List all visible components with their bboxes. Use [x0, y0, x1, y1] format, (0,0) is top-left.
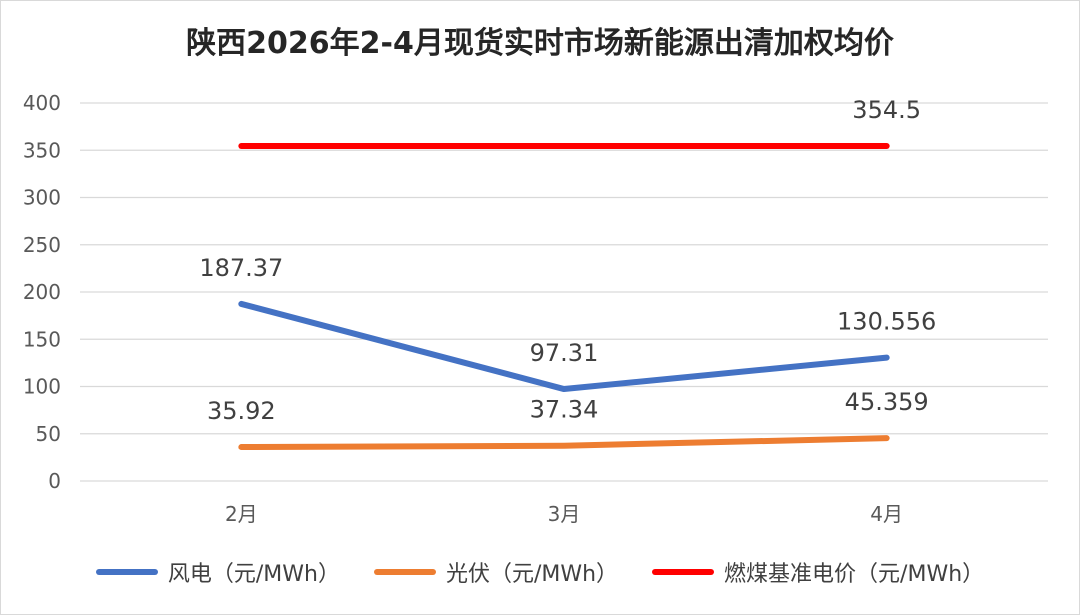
legend-swatch-solar [373, 569, 436, 575]
data-label-wind: 97.31 [530, 339, 599, 367]
y-tick-label: 250 [23, 233, 61, 257]
y-tick-label: 150 [23, 327, 61, 351]
legend-label-wind: 风电（元/MWh） [167, 562, 340, 587]
legend: 风电（元/MWh） 光伏（元/MWh） 燃煤基准电价（元/MWh） [0, 556, 1080, 588]
y-tick-label: 400 [23, 91, 61, 115]
legend-label-solar: 光伏（元/MWh） [445, 562, 619, 587]
legend-swatch-coal-benchmark [652, 569, 715, 575]
y-axis-ticks: 0 50 100 150 200 250 300 350 400 [23, 91, 61, 493]
data-label-coal-benchmark: 354.5 [852, 96, 921, 124]
y-tick-label: 50 [36, 422, 61, 446]
legend-swatch-wind [95, 569, 158, 575]
legend-label-coal-benchmark: 燃煤基准电价（元/MWh） [724, 562, 985, 587]
data-label-wind: 130.556 [837, 308, 936, 336]
chart-title: 陕西2026年2-4月现货实时市场新能源出清加权均价 [186, 26, 894, 61]
y-tick-label: 0 [48, 469, 61, 493]
y-tick-label: 300 [23, 186, 61, 210]
data-label-solar: 45.359 [845, 388, 929, 416]
y-tick-label: 100 [23, 375, 61, 399]
data-label-wind: 187.37 [199, 254, 283, 282]
y-tick-label: 350 [23, 138, 61, 162]
y-tick-label: 200 [23, 280, 61, 304]
legend-item-wind[interactable]: 风电（元/MWh） [95, 556, 340, 588]
legend-item-coal-benchmark[interactable]: 燃煤基准电价（元/MWh） [652, 556, 984, 588]
x-axis-ticks: 2月 3月 4月 [225, 502, 903, 526]
data-label-solar: 35.92 [207, 397, 276, 425]
legend-item-solar[interactable]: 光伏（元/MWh） [373, 556, 619, 588]
series-lines [238, 142, 890, 451]
data-labels: 187.37 97.31 130.556 35.92 37.34 45.359 354.5 [199, 96, 936, 425]
x-tick-label: 2月 [225, 502, 258, 526]
data-label-solar: 37.34 [530, 396, 599, 424]
x-tick-label: 4月 [870, 502, 903, 526]
x-tick-label: 3月 [548, 502, 581, 526]
